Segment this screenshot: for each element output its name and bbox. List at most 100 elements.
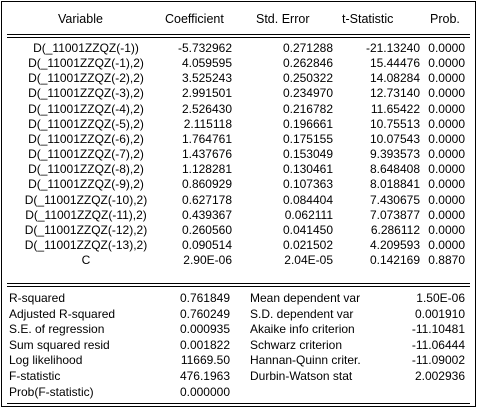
stat-label-right: Schwarz criterion <box>250 337 343 352</box>
std-error-cell: 0.196661 <box>282 116 333 131</box>
coefficient-cell: 2.115118 <box>183 116 232 131</box>
stat-row: Prob(F-statistic) 0.000000 <box>2 385 475 401</box>
coefficient-cell: 0.090514 <box>181 237 232 252</box>
stat-value-right: 1.50E-06 <box>416 291 465 305</box>
stat-label: Prob(F-statistic) <box>9 384 94 399</box>
header-coefficient: Coefficient <box>165 12 224 26</box>
prob-cell: 0.0000 <box>428 116 465 131</box>
std-error-cell: 0.153049 <box>282 147 333 162</box>
table-row: C 2.90E-06 2.04E-05 0.142169 0.8870 <box>2 253 475 268</box>
coefficient-cell: 1.128281 <box>181 162 232 177</box>
variable-cell: D(_11001ZZQZ(-12),2) <box>24 222 148 237</box>
stat-label: Adjusted R-squared <box>9 306 116 321</box>
stat-label: F-statistic <box>9 369 61 383</box>
stat-value-right: -11.10481 <box>411 322 465 337</box>
coefficient-cell: 1.437676 <box>181 147 232 162</box>
prob-cell: 0.0000 <box>428 207 465 222</box>
stat-row: R-squared 0.761849 Mean dependent var 1.50E… <box>2 291 475 307</box>
stat-label-right: Mean dependent var <box>250 291 361 305</box>
stat-value: 0.760249 <box>179 306 230 321</box>
std-error-cell: 0.250322 <box>282 71 333 86</box>
std-error-cell: 0.175155 <box>282 131 333 146</box>
t-statistic-cell: 8.018841 <box>369 177 420 192</box>
std-error-cell: 2.04E-05 <box>284 253 333 268</box>
coefficient-cell: 4.059595 <box>181 56 232 71</box>
std-error-cell: 0.262846 <box>282 56 333 71</box>
header-std-error: Std. Error <box>256 12 310 26</box>
prob-cell: 0.0000 <box>428 56 465 71</box>
prob-cell: 0.0000 <box>428 147 465 162</box>
variable-cell: D(_11001ZZQZ(-6),2) <box>28 131 144 146</box>
std-error-cell: 0.021502 <box>282 237 333 252</box>
coefficient-cell: 2.526430 <box>181 101 232 116</box>
table-row: D(_11001ZZQZ(-1),2) 4.059595 0.262846 15.44… <box>2 56 475 71</box>
stat-label-right: Durbin-Watson stat <box>250 369 353 383</box>
stat-label: Sum squared resid <box>9 337 110 352</box>
std-error-cell: 0.062111 <box>284 207 333 222</box>
header-divider <box>7 34 470 38</box>
coefficient-cell: 1.764761 <box>181 131 232 146</box>
t-statistic-cell: 14.08284 <box>369 71 420 86</box>
stat-value: 0.761849 <box>179 291 230 305</box>
header-variable: Variable <box>58 12 103 26</box>
variable-cell: C <box>81 253 91 268</box>
table-row: D(_11001ZZQZ(-12),2) 0.260560 0.041450 6.28… <box>2 223 475 238</box>
std-error-cell: 0.107363 <box>282 177 333 192</box>
t-statistic-cell: 11.65422 <box>370 101 420 116</box>
table-row: D(_11001ZZQZ(-11),2) 0.439367 0.062111 7.07… <box>2 208 475 223</box>
stat-value: 0.001822 <box>179 337 230 352</box>
prob-cell: 0.0000 <box>428 162 465 177</box>
stat-value-right: 2.002936 <box>414 369 465 383</box>
table-row: D(_11001ZZQZ(-8),2) 1.128281 0.130461 8.648… <box>2 162 475 177</box>
table-row: D(_11001ZZQZ(-10),2) 0.627178 0.084404 7.43… <box>2 193 475 208</box>
stat-value-right: 0.001910 <box>414 306 465 321</box>
stat-value-right: -11.06444 <box>411 337 465 352</box>
variable-cell: D(_11001ZZQZ(-8),2) <box>28 162 144 177</box>
table-row: D(_11001ZZQZ(-2),2) 3.525243 0.250322 14.08… <box>2 71 475 86</box>
coefficient-cell: 0.627178 <box>181 192 232 207</box>
prob-cell: 0.0000 <box>428 86 465 101</box>
prob-cell: 0.0000 <box>428 237 465 252</box>
stat-row: Sum squared resid 0.001822 Schwarz criteri… <box>2 338 475 354</box>
t-statistic-cell: 9.393573 <box>369 147 420 162</box>
stat-label: S.E. of regression <box>9 322 105 337</box>
t-statistic-cell: -21.13240 <box>365 41 420 55</box>
t-statistic-cell: 10.75513 <box>369 116 420 131</box>
prob-cell: 0.8870 <box>428 253 465 268</box>
t-statistic-cell: 4.209593 <box>369 237 420 252</box>
t-statistic-cell: 0.142169 <box>369 253 420 268</box>
variable-cell: D(_11001ZZQZ(-7),2) <box>28 147 144 162</box>
stat-value: 476.1963 <box>179 369 230 383</box>
stats-divider <box>7 283 470 287</box>
coefficient-cell: 0.260560 <box>181 222 232 237</box>
stat-value: 0.000000 <box>179 384 230 399</box>
coefficient-cell: 3.525243 <box>181 71 232 86</box>
header-prob: Prob. <box>430 12 460 26</box>
coefficient-cell: 0.860929 <box>181 177 232 192</box>
bottom-divider <box>7 403 470 404</box>
t-statistic-cell: 7.073877 <box>369 207 420 222</box>
table-row: D(_11001ZZQZ(-7),2) 1.437676 0.153049 9.393… <box>2 147 475 162</box>
coefficient-cell: 0.439367 <box>181 207 232 222</box>
std-error-cell: 0.130461 <box>282 162 333 177</box>
prob-cell: 0.0000 <box>428 192 465 207</box>
table-row: D(_11001ZZQZ(-3),2) 2.991501 0.234970 12.73… <box>2 86 475 101</box>
t-statistic-cell: 10.07543 <box>369 131 420 146</box>
stat-label: Log likelihood <box>9 353 83 368</box>
t-statistic-cell: 8.648408 <box>369 162 420 177</box>
stat-value: 0.000935 <box>179 322 230 337</box>
prob-cell: 0.0000 <box>428 177 465 192</box>
variable-cell: D(_11001ZZQZ(-11),2) <box>25 207 147 222</box>
variable-cell: D(_11001ZZQZ(-2),2) <box>28 71 144 86</box>
table-row: D(_11001ZZQZ(-4),2) 2.526430 0.216782 11.65… <box>2 102 475 117</box>
prob-cell: 0.0000 <box>428 41 465 55</box>
std-error-cell: 0.216782 <box>282 101 333 116</box>
header-t-statistic: t-Statistic <box>342 12 394 26</box>
variable-cell: D(_11001ZZQZ(-3),2) <box>28 86 144 101</box>
table-row: D(_11001ZZQZ(-1)) -5.732962 0.271288 -21.13… <box>2 41 475 56</box>
t-statistic-cell: 12.73140 <box>369 86 420 101</box>
stat-row: S.E. of regression 0.000935 Akaike info cr… <box>2 322 475 338</box>
stat-label-right: Akaike info criterion <box>250 322 355 337</box>
std-error-cell: 0.271288 <box>282 41 333 55</box>
stat-label-right: S.D. dependent var <box>250 306 354 321</box>
